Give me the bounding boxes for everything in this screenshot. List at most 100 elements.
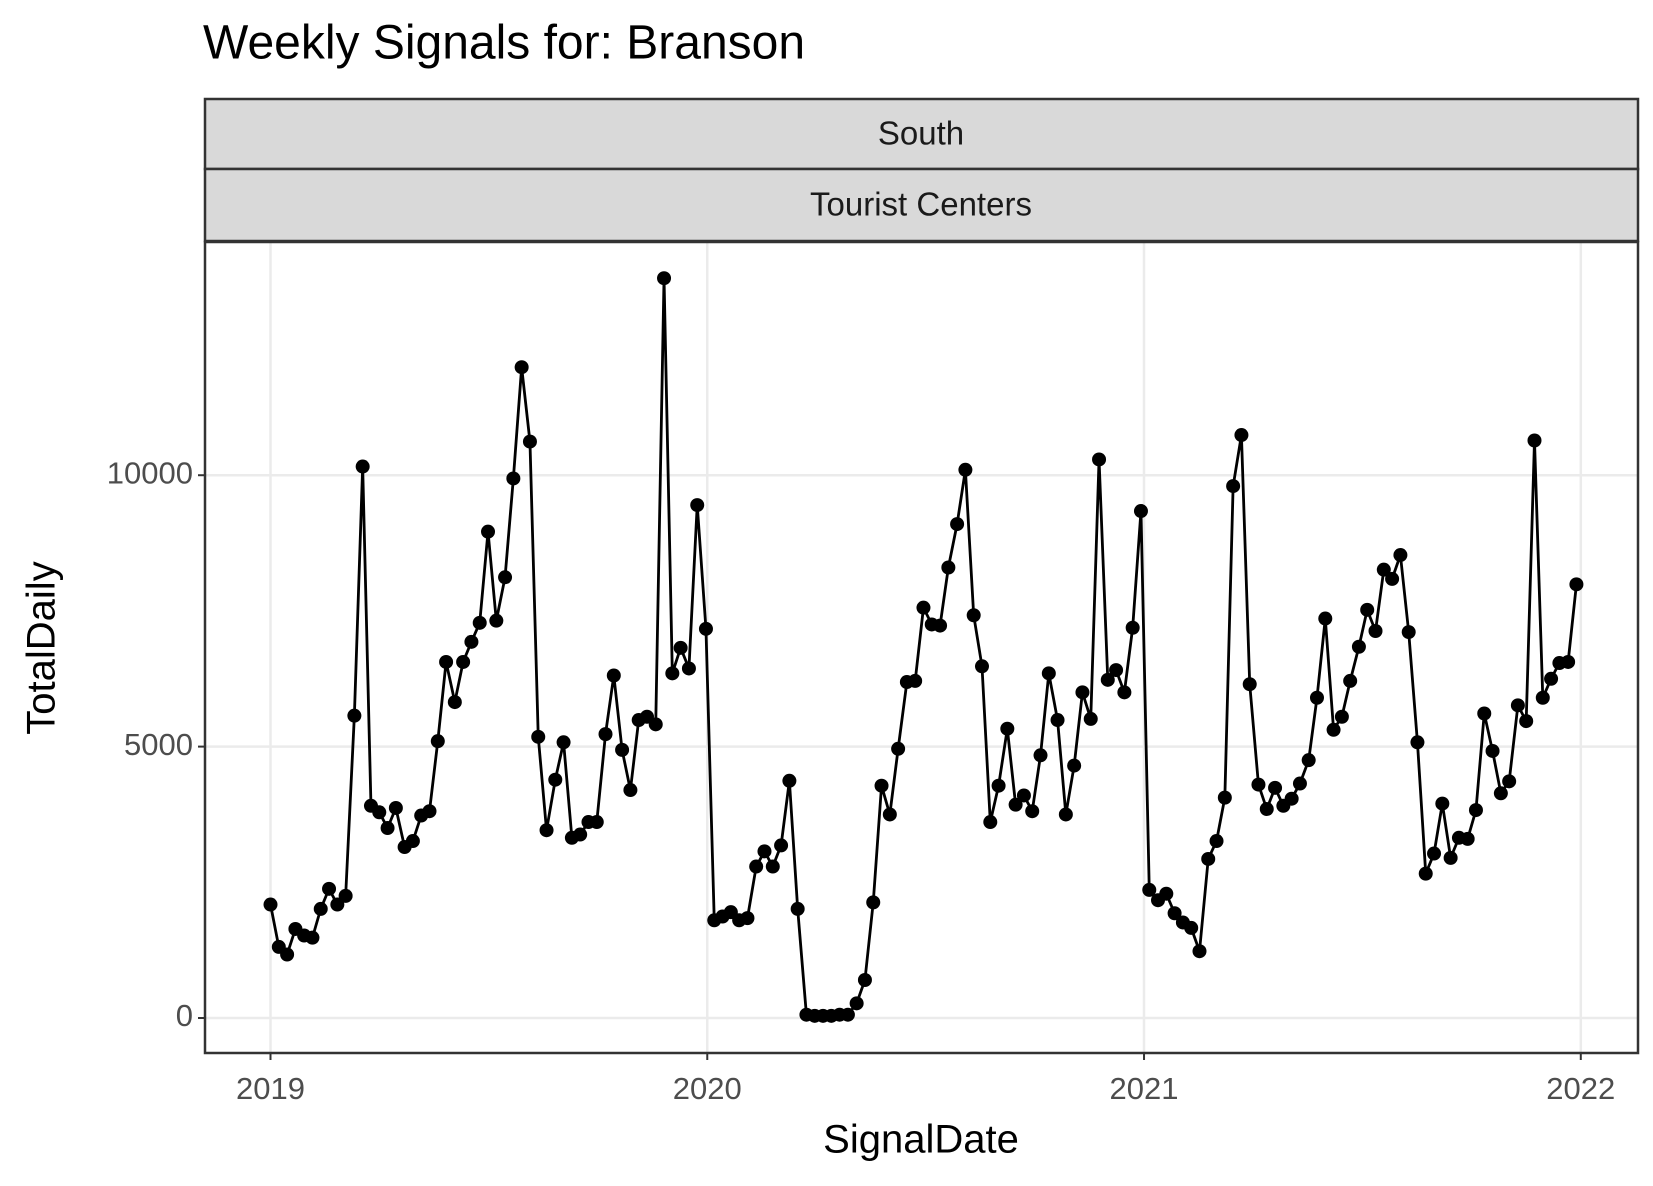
data-point <box>1209 834 1224 849</box>
data-point <box>908 673 923 688</box>
data-point <box>1016 788 1031 803</box>
data-point <box>489 613 504 628</box>
data-point <box>347 708 362 723</box>
data-point <box>1301 753 1316 768</box>
data-point <box>882 807 897 822</box>
data-point <box>548 772 563 787</box>
data-point <box>681 661 696 676</box>
data-point <box>690 498 705 513</box>
data-point <box>506 471 521 486</box>
data-point <box>840 1007 855 1022</box>
data-point <box>1460 831 1475 846</box>
data-point <box>740 911 755 926</box>
data-point <box>866 895 881 910</box>
data-point <box>514 360 529 375</box>
data-point <box>472 615 487 630</box>
data-point <box>941 560 956 575</box>
data-point <box>589 815 604 830</box>
y-axis-title: TotalDaily <box>20 561 64 734</box>
data-point <box>857 972 872 987</box>
data-point <box>1284 791 1299 806</box>
data-point <box>774 838 789 853</box>
data-point <box>615 742 630 757</box>
data-point <box>1008 797 1023 812</box>
data-point <box>623 783 638 798</box>
data-point <box>1493 786 1508 801</box>
data-point <box>1351 639 1366 654</box>
data-point <box>1142 882 1157 897</box>
data-point <box>983 815 998 830</box>
data-point <box>1259 802 1274 817</box>
plot-border <box>203 240 1640 1055</box>
data-point <box>1234 428 1249 443</box>
data-point <box>1443 850 1458 865</box>
facet-label: South <box>878 115 964 152</box>
data-point <box>1393 548 1408 563</box>
data-point <box>1292 776 1307 791</box>
x-tick-label: 2020 <box>673 1071 742 1106</box>
data-point <box>1242 677 1257 692</box>
data-point <box>380 821 395 836</box>
data-point <box>606 668 621 683</box>
data-point <box>966 608 981 623</box>
data-point <box>1527 433 1542 448</box>
data-point <box>456 654 471 669</box>
data-point <box>1100 672 1115 687</box>
data-point <box>556 735 571 750</box>
data-point <box>1326 722 1341 737</box>
data-point <box>874 778 889 793</box>
data-point <box>1376 562 1391 577</box>
data-point <box>991 778 1006 793</box>
data-point <box>1184 920 1199 935</box>
data-point <box>1041 666 1056 681</box>
data-point <box>1561 654 1576 669</box>
data-point <box>1159 886 1174 901</box>
data-point <box>958 462 973 477</box>
data-point <box>1502 774 1517 789</box>
data-point <box>338 888 353 903</box>
data-point <box>1217 790 1232 805</box>
data-point <box>405 834 420 849</box>
data-point <box>1385 571 1400 586</box>
data-point <box>1485 743 1500 758</box>
data-point <box>464 634 479 649</box>
data-point <box>1075 685 1090 700</box>
data-point <box>782 773 797 788</box>
data-point <box>573 827 588 842</box>
data-point <box>1058 807 1073 822</box>
data-point <box>849 996 864 1011</box>
data-point <box>1401 625 1416 640</box>
data-point <box>422 804 437 819</box>
data-point <box>974 659 989 674</box>
data-point <box>1226 479 1241 494</box>
data-point <box>765 859 780 874</box>
data-point <box>1167 906 1182 921</box>
data-point <box>1343 673 1358 688</box>
data-point <box>1535 690 1550 705</box>
data-point <box>1201 851 1216 866</box>
data-point <box>1309 690 1324 705</box>
data-point <box>891 741 906 756</box>
facet-label: Tourist Centers <box>810 186 1032 223</box>
data-point <box>1000 721 1015 736</box>
data-point <box>916 600 931 615</box>
data-point <box>498 570 513 585</box>
data-point <box>665 666 680 681</box>
data-point <box>313 901 328 916</box>
data-point <box>598 727 613 742</box>
x-tick-label: 2022 <box>1546 1071 1615 1106</box>
data-point <box>1468 803 1483 818</box>
data-point <box>1251 777 1266 792</box>
data-point <box>1368 623 1383 638</box>
data-point <box>1025 804 1040 819</box>
data-point <box>330 897 345 912</box>
data-point <box>1519 714 1534 729</box>
data-point <box>1334 709 1349 724</box>
x-tick-label: 2021 <box>1110 1071 1179 1106</box>
data-point <box>1360 602 1375 617</box>
data-point <box>355 459 370 474</box>
data-point <box>388 800 403 815</box>
data-point <box>1092 452 1107 467</box>
data-point <box>1268 780 1283 795</box>
